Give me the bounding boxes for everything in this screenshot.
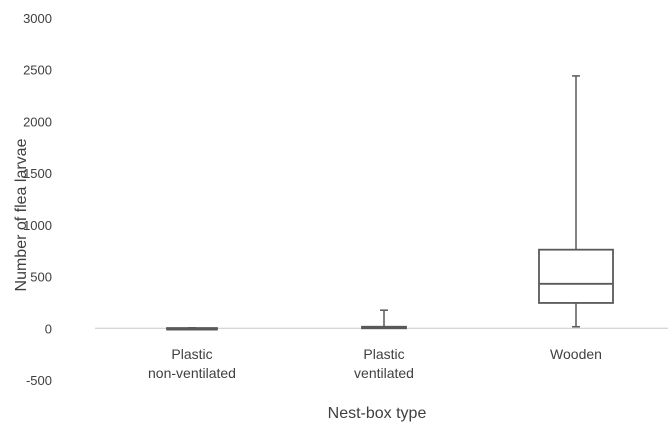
y-tick-label: 2500 [23, 63, 52, 78]
y-tick-label: 500 [30, 270, 52, 285]
category-label: Wooden [550, 346, 602, 362]
box-2 [538, 75, 614, 328]
y-tick-label: 1000 [23, 218, 52, 233]
boxes-group [166, 75, 614, 331]
y-tick-label: 0 [45, 321, 52, 336]
box-0 [166, 327, 218, 331]
category-label: non-ventilated [148, 365, 236, 381]
category-label: ventilated [354, 365, 414, 381]
category-label: Plastic [363, 346, 404, 362]
x-axis-title: Nest-box type [328, 405, 427, 422]
category-labels: Plastic non-ventilated Plastic ventilated Wo… [148, 346, 602, 381]
y-tick-label: 1500 [23, 166, 52, 181]
category-label: Plastic [171, 346, 212, 362]
y-tick-label: -500 [26, 373, 52, 388]
box-1 [361, 309, 407, 330]
y-tick-label: 2000 [23, 114, 52, 129]
y-axis-ticks: 3000 2500 2000 1500 1000 500 0 -500 [23, 11, 52, 388]
y-tick-label: 3000 [23, 11, 52, 26]
iqr-box [538, 248, 614, 304]
y-axis-title: Number of flea larvae [13, 138, 30, 291]
